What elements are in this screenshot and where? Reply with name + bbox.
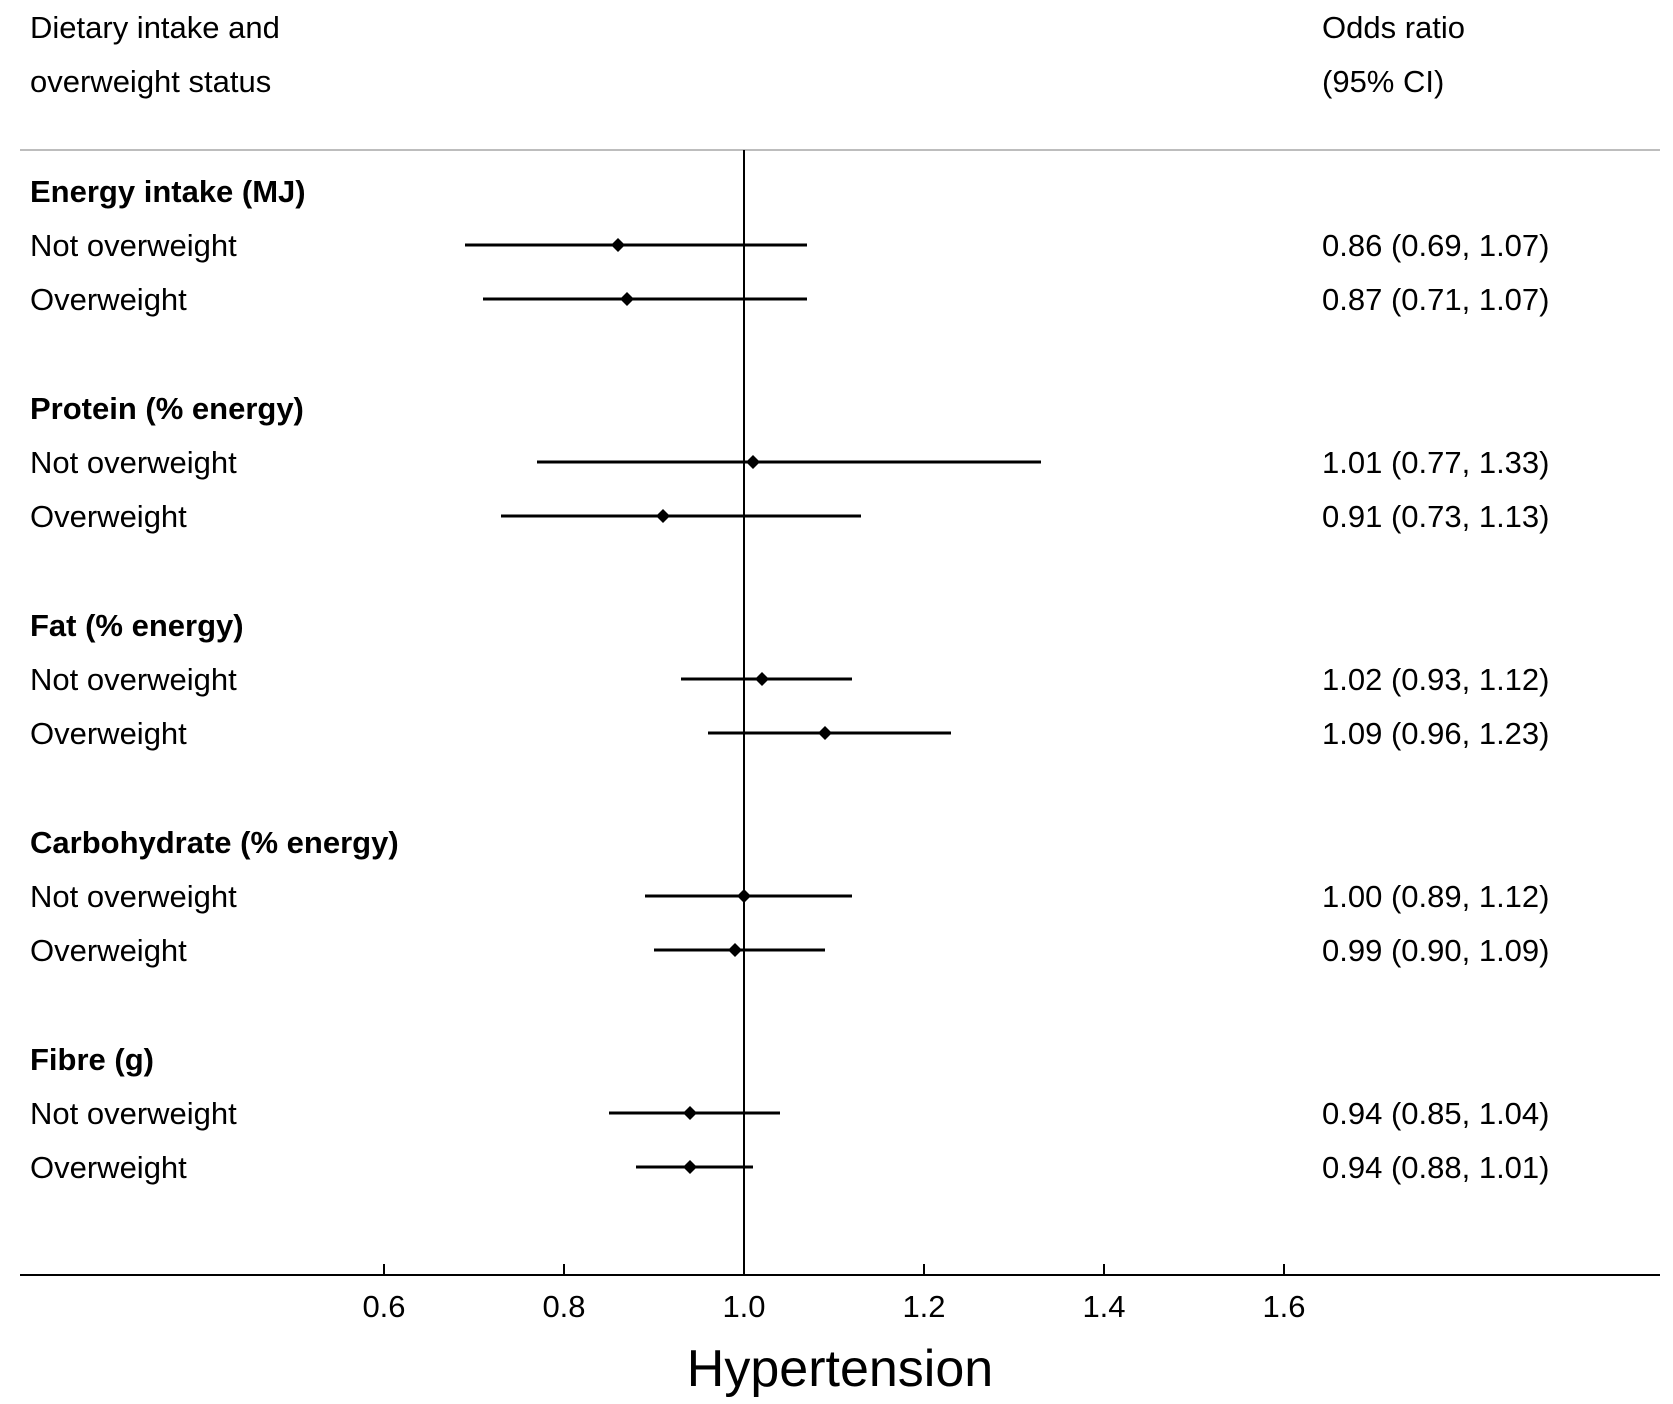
header-right-line1: Odds ratio [1322,10,1465,45]
x-tick-label: 1.4 [1082,1289,1125,1324]
row-label: Overweight [30,282,187,317]
x-tick-label: 1.6 [1262,1289,1305,1324]
row-label: Not overweight [30,228,237,263]
group-label: Protein (% energy) [30,391,304,426]
row-label: Overweight [30,716,187,751]
odds-ratio-text: 0.94 (0.85, 1.04) [1322,1096,1550,1131]
point-estimate-marker [755,672,769,686]
odds-ratio-text: 0.99 (0.90, 1.09) [1322,933,1550,968]
row-label: Overweight [30,499,187,534]
row-label: Not overweight [30,879,237,914]
x-tick-label: 1.0 [722,1289,765,1324]
group-label: Fat (% energy) [30,608,244,643]
odds-ratio-text: 0.94 (0.88, 1.01) [1322,1150,1550,1185]
group-label: Carbohydrate (% energy) [30,825,399,860]
point-estimate-marker [656,509,670,523]
forest-rows: Energy intake (MJ) Not overweight 0.86 (0.… [30,174,1550,1185]
group-label: Fibre (g) [30,1042,154,1077]
x-tick-label: 1.2 [902,1289,945,1324]
x-axis-ticks: 0.6 0.8 1.0 1.2 1.4 1.6 [362,1264,1306,1324]
point-estimate-marker [728,943,742,957]
odds-ratio-text: 0.91 (0.73, 1.13) [1322,499,1550,534]
odds-ratio-text: 1.00 (0.89, 1.12) [1322,879,1550,914]
odds-ratio-text: 0.86 (0.69, 1.07) [1322,228,1550,263]
point-estimate-marker [611,238,625,252]
odds-ratio-text: 1.02 (0.93, 1.12) [1322,662,1550,697]
odds-ratio-text: 1.09 (0.96, 1.23) [1322,716,1550,751]
row-label: Overweight [30,1150,187,1185]
point-estimate-marker [620,292,634,306]
header-left-line2: overweight status [30,64,271,99]
point-estimate-marker [683,1106,697,1120]
odds-ratio-text: 1.01 (0.77, 1.33) [1322,445,1550,480]
x-tick-label: 0.6 [362,1289,405,1324]
header-right-line2: (95% CI) [1322,64,1444,99]
x-axis-label: Hypertension [687,1340,993,1398]
row-label: Not overweight [30,1096,237,1131]
group-label: Energy intake (MJ) [30,174,306,209]
point-estimate-marker [746,455,760,469]
x-tick-label: 0.8 [542,1289,585,1324]
odds-ratio-text: 0.87 (0.71, 1.07) [1322,282,1550,317]
row-label: Overweight [30,933,187,968]
point-estimate-marker [818,726,832,740]
point-estimate-marker [683,1160,697,1174]
row-label: Not overweight [30,445,237,480]
row-label: Not overweight [30,662,237,697]
header-left-line1: Dietary intake and [30,10,280,45]
